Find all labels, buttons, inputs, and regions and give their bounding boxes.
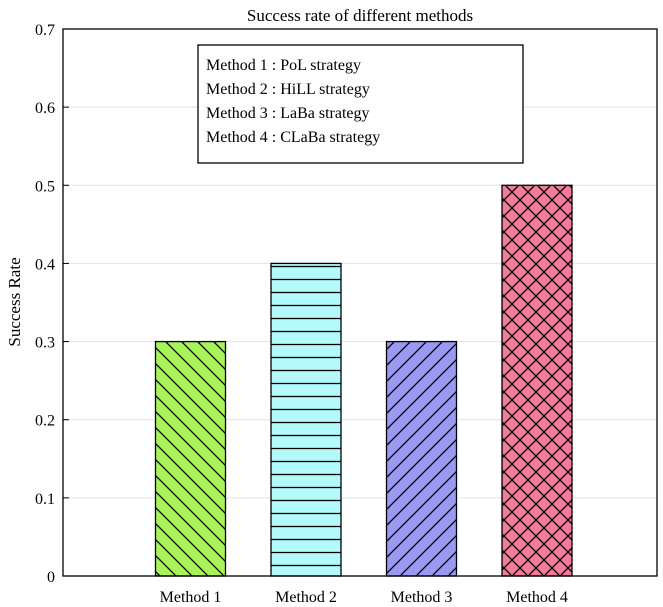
legend: Method 1 : PoL strategy Method 2 : HiLL … bbox=[197, 44, 524, 164]
x-tick-label: Method 3 bbox=[391, 589, 453, 606]
y-tick-label: 0.5 bbox=[35, 178, 55, 195]
plot-frame bbox=[62, 28, 658, 577]
legend-entry-1: Method 1 : PoL strategy bbox=[206, 57, 361, 74]
legend-box bbox=[197, 44, 524, 164]
x-tick-label: Method 2 bbox=[275, 589, 337, 606]
bar-4 bbox=[501, 184, 573, 577]
y-tick-label: 0.2 bbox=[35, 413, 55, 430]
legend-entry-4: Method 4 : CLaBa strategy bbox=[206, 129, 380, 146]
y-tick-label: 0 bbox=[47, 569, 55, 586]
y-axis-ticks: 0 0.1 0.2 0.3 0.4 0.5 0.6 0.7 bbox=[35, 22, 69, 586]
y-axis-label: Success Rate bbox=[5, 257, 24, 346]
chart-title: Success rate of different methods bbox=[247, 6, 473, 25]
legend-entry-3: Method 3 : LaBa strategy bbox=[206, 105, 370, 122]
bar-1 bbox=[154, 340, 227, 577]
y-tick-label: 0.4 bbox=[35, 256, 55, 273]
x-tick-label: Method 1 bbox=[160, 589, 222, 606]
x-tick-label: Method 4 bbox=[506, 589, 568, 606]
y-tick-label: 0.7 bbox=[35, 22, 55, 39]
y-tick-label: 0.1 bbox=[35, 491, 55, 508]
bars bbox=[154, 184, 573, 577]
bar-3 bbox=[385, 340, 458, 577]
y-tick-label: 0.6 bbox=[35, 100, 55, 117]
x-axis-ticks: Method 1 Method 2 Method 3 Method 4 bbox=[160, 589, 568, 606]
y-tick-label: 0.3 bbox=[35, 335, 55, 352]
bar-2 bbox=[270, 262, 342, 577]
legend-entry-2: Method 2 : HiLL strategy bbox=[206, 81, 370, 98]
